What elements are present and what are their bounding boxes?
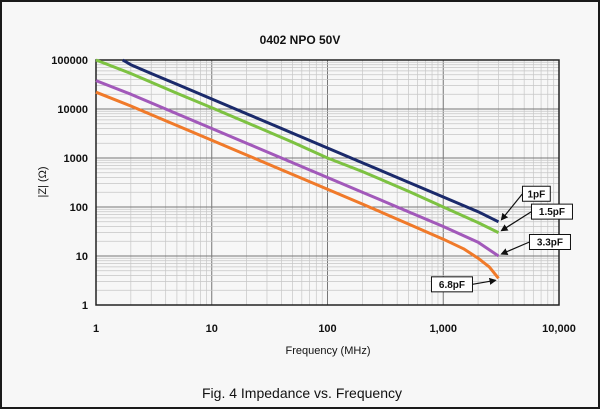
annotation-text: 1pF xyxy=(527,189,545,200)
annotation-arrow xyxy=(500,193,523,221)
series-line-1pF xyxy=(121,58,500,224)
annotation-arrow xyxy=(500,211,532,232)
annotation-1pF: 1pF xyxy=(500,185,551,221)
series-layer xyxy=(95,58,500,280)
annotation-text: 3.3pF xyxy=(537,238,563,249)
y-tick-label: 100 xyxy=(70,202,88,214)
tick-labels: 1 10 100 1,000 10,000 1 10 100 1000 10000 100000 xyxy=(51,55,576,335)
annotation-text: 1.5pF xyxy=(539,207,565,218)
y-tick-label: 1000 xyxy=(64,153,88,165)
y-axis-label: |Z| (Ω) xyxy=(37,166,49,197)
x-tick-label: 10,000 xyxy=(542,323,576,335)
annotation-1.5pF: 1.5pF xyxy=(500,203,573,232)
annotation-text: 6.8pF xyxy=(439,280,465,291)
x-tick-label: 1,000 xyxy=(429,323,457,335)
x-tick-label: 100 xyxy=(318,323,336,335)
annotation-box xyxy=(521,185,551,202)
annotation-box xyxy=(528,234,571,250)
annotation-arrow xyxy=(500,241,530,255)
annotation-box xyxy=(430,276,473,293)
grid-lines xyxy=(96,60,559,305)
plot-area-border xyxy=(95,59,560,306)
y-tick-label: 10 xyxy=(76,251,88,263)
x-tick-label: 10 xyxy=(206,323,218,335)
y-tick-label: 10000 xyxy=(57,104,88,116)
series-annotations: 1pF 1.5pF 3.3pF 6.8pF xyxy=(430,185,573,293)
series-line-3.3pF xyxy=(95,79,500,258)
annotation-arrow xyxy=(472,277,497,285)
series-line-6.8pF xyxy=(95,90,500,280)
series-line-1.5pF xyxy=(95,58,500,234)
x-tick-label: 1 xyxy=(93,323,99,335)
annotation-box xyxy=(530,203,573,220)
y-tick-label: 1 xyxy=(82,300,88,312)
figure-caption: Fig. 4 Impedance vs. Frequency xyxy=(202,385,402,401)
annotation-3.3pF: 3.3pF xyxy=(500,234,571,255)
annotation-6.8pF: 6.8pF xyxy=(430,276,497,293)
y-tick-label: 100000 xyxy=(51,55,88,67)
chart-title: 0402 NPO 50V xyxy=(260,33,341,47)
x-axis-label: Frequency (MHz) xyxy=(286,345,371,357)
